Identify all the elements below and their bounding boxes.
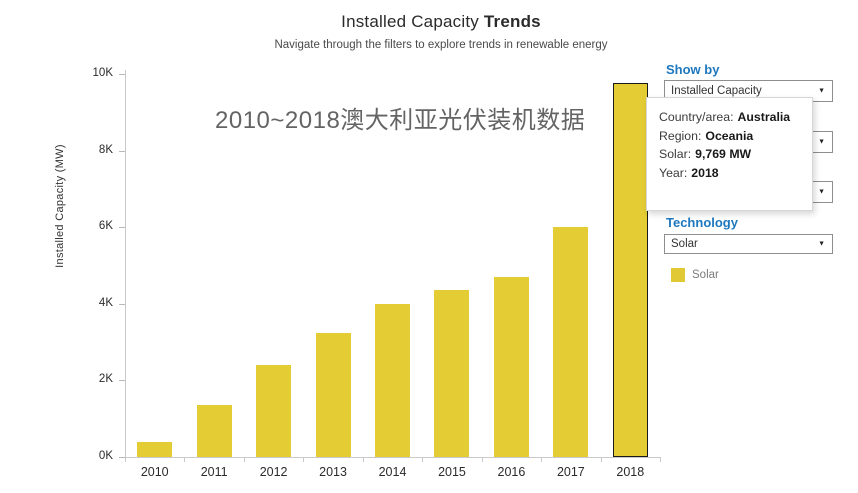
x-tick-mark xyxy=(243,457,245,462)
bar-2013[interactable] xyxy=(315,332,351,457)
x-tick-mark xyxy=(184,457,186,462)
x-tick-label-2017: 2017 xyxy=(556,465,585,479)
x-tick-label-2016: 2016 xyxy=(497,465,526,479)
chevron-down-icon: ▼ xyxy=(818,87,825,95)
bar-2011[interactable] xyxy=(196,405,232,457)
header: Installed Capacity Trends Navigate throu… xyxy=(24,12,858,51)
bar-2012[interactable] xyxy=(256,365,292,457)
tooltip-value: 9,769 MW xyxy=(695,147,752,162)
technology-dropdown-value: Solar xyxy=(671,238,698,250)
y-tick-mark xyxy=(119,457,125,458)
bar-2017[interactable] xyxy=(553,227,589,457)
page-title: Installed Capacity Trends xyxy=(24,12,858,32)
tooltip-row-country: Country/area: Australia xyxy=(659,108,812,127)
show-by-label: Show by xyxy=(666,62,720,77)
chevron-down-icon: ▼ xyxy=(818,138,825,146)
tooltip-label: Country/area: xyxy=(659,110,734,124)
show-by-dropdown-value: Installed Capacity xyxy=(671,85,762,97)
page-subtitle: Navigate through the filters to explore … xyxy=(274,39,608,51)
x-tick-mark xyxy=(600,457,602,462)
tooltip-label: Region: xyxy=(659,128,702,143)
legend-swatch-solar[interactable] xyxy=(671,268,685,282)
tooltip-value: Australia xyxy=(737,110,791,124)
y-tick-label: 8K xyxy=(98,143,113,156)
y-tick-mark xyxy=(119,303,125,305)
technology-label: Technology xyxy=(666,215,738,230)
y-tick-label: 10K xyxy=(92,67,113,79)
x-tick-label-2013: 2013 xyxy=(319,465,347,479)
page-title-regular: Installed Capacity xyxy=(341,12,484,31)
y-tick-label: 0K xyxy=(98,450,113,462)
tooltip-label: Year: xyxy=(659,165,688,180)
x-axis-line xyxy=(125,457,661,458)
chart-annotation: 2010~2018澳大利亚光伏装机数据 xyxy=(215,107,586,134)
x-tick-mark xyxy=(422,457,424,462)
tooltip-row-year: Year: 2018 xyxy=(659,164,812,183)
chevron-down-icon: ▼ xyxy=(818,188,825,196)
x-tick-label-2012: 2012 xyxy=(259,465,288,479)
y-axis-line xyxy=(125,70,126,458)
tooltip-label: Solar: xyxy=(659,147,692,162)
x-tick-mark xyxy=(481,457,483,462)
x-tick-label-2018: 2018 xyxy=(616,465,645,479)
tooltip: Country/area: Australia Region: Oceania So… xyxy=(646,97,813,211)
tooltip-row-region: Region: Oceania xyxy=(659,127,812,146)
x-tick-mark xyxy=(125,457,126,462)
x-tick-label-2011: 2011 xyxy=(200,465,228,479)
y-tick-label: 2K xyxy=(98,373,113,386)
y-tick-label: 4K xyxy=(98,296,113,309)
x-tick-label-2014: 2014 xyxy=(378,465,407,479)
y-axis-title: Installed Capacity (MW) xyxy=(54,144,66,268)
chevron-down-icon: ▼ xyxy=(818,240,825,248)
bar-2014[interactable] xyxy=(375,303,411,457)
y-tick-mark xyxy=(119,150,125,152)
x-tick-label-2015: 2015 xyxy=(438,465,466,479)
y-tick-mark xyxy=(119,380,125,382)
x-tick-mark xyxy=(541,457,543,462)
y-tick-label: 6K xyxy=(98,220,113,233)
bar-2016[interactable] xyxy=(493,276,529,457)
tooltip-row-solar: Solar: 9,769 MW xyxy=(659,145,812,164)
bar-2010[interactable] xyxy=(137,442,173,457)
legend-label-solar: Solar xyxy=(692,269,719,281)
tooltip-value: 2018 xyxy=(691,165,719,180)
x-tick-mark xyxy=(362,457,364,462)
x-tick-mark xyxy=(660,457,662,462)
y-tick-mark xyxy=(119,74,125,75)
page-title-bold: Trends xyxy=(483,12,541,31)
technology-dropdown[interactable]: Solar ▼ xyxy=(664,234,833,254)
bar-2018[interactable] xyxy=(612,82,648,457)
tooltip-value: Oceania xyxy=(705,128,754,143)
y-tick-mark xyxy=(119,227,125,229)
x-tick-label-2010: 2010 xyxy=(140,465,169,479)
x-tick-mark xyxy=(303,457,305,462)
bar-2015[interactable] xyxy=(434,290,470,457)
